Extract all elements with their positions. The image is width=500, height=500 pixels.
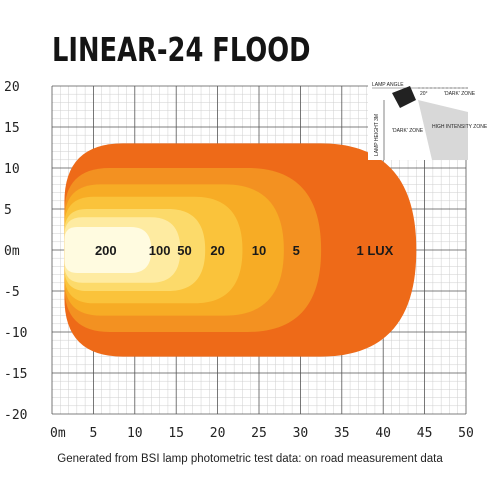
inset-high-intensity-zone	[418, 100, 468, 160]
inset-lamp-angle-label: LAMP ANGLE	[372, 82, 404, 88]
lux-label-100: 100	[149, 243, 171, 258]
x-tick-label: 0m	[50, 426, 66, 441]
x-tick-label: 35	[334, 426, 350, 441]
lamp-angle-inset: LAMP ANGLE 20° 'DARK' ZONE 'DARK' ZONE H…	[368, 80, 488, 160]
x-axis-tick-labels: 0m 5 10 15 20 25 30 35 40 45 50	[50, 426, 474, 441]
y-axis-tick-labels: 20 15 10 5 0m -5 -10 -15 -20	[4, 80, 27, 423]
lux-label-50: 50	[177, 243, 191, 258]
y-tick-label: 5	[4, 203, 12, 218]
x-tick-label: 45	[417, 426, 433, 441]
lux-contours	[64, 143, 417, 357]
x-tick-label: 20	[210, 426, 226, 441]
x-tick-label: 50	[458, 426, 474, 441]
y-tick-label: -5	[4, 285, 20, 300]
y-tick-label: 15	[4, 121, 20, 136]
y-tick-label: 10	[4, 162, 20, 177]
x-tick-label: 15	[168, 426, 184, 441]
y-tick-label: -20	[4, 408, 27, 423]
x-tick-label: 10	[127, 426, 143, 441]
y-tick-label: 20	[4, 80, 20, 95]
y-tick-label: -15	[4, 367, 27, 382]
contour-200-lux	[64, 227, 152, 273]
lux-label-20: 20	[210, 243, 224, 258]
inset-dark-zone-top: 'DARK' ZONE	[444, 91, 476, 97]
x-tick-label: 25	[251, 426, 267, 441]
inset-lamp-height-label: LAMP HEIGHT 3M	[374, 114, 380, 156]
y-tick-label: -10	[4, 326, 27, 341]
inset-dark-zone-left: 'DARK' ZONE	[392, 128, 424, 134]
x-tick-label: 5	[89, 426, 97, 441]
inset-lamp-shape	[392, 86, 416, 108]
chart-title: LINEAR-24 FLOOD	[52, 30, 311, 69]
y-tick-label: 0m	[4, 244, 20, 259]
caption: Generated from BSI lamp photometric test…	[57, 453, 443, 465]
lux-label-10: 10	[252, 243, 266, 258]
lux-label-1: 1 LUX	[356, 243, 393, 258]
inset-high-intensity-label: HIGH INTENSITY ZONE	[432, 124, 488, 130]
lux-label-200: 200	[95, 243, 117, 258]
lux-labels: 1 LUX 5 10 20 50 100 200	[95, 243, 394, 258]
x-tick-label: 40	[375, 426, 391, 441]
x-tick-label: 30	[293, 426, 309, 441]
inset-angle-label: 20°	[420, 91, 428, 97]
lux-label-5: 5	[293, 243, 300, 258]
